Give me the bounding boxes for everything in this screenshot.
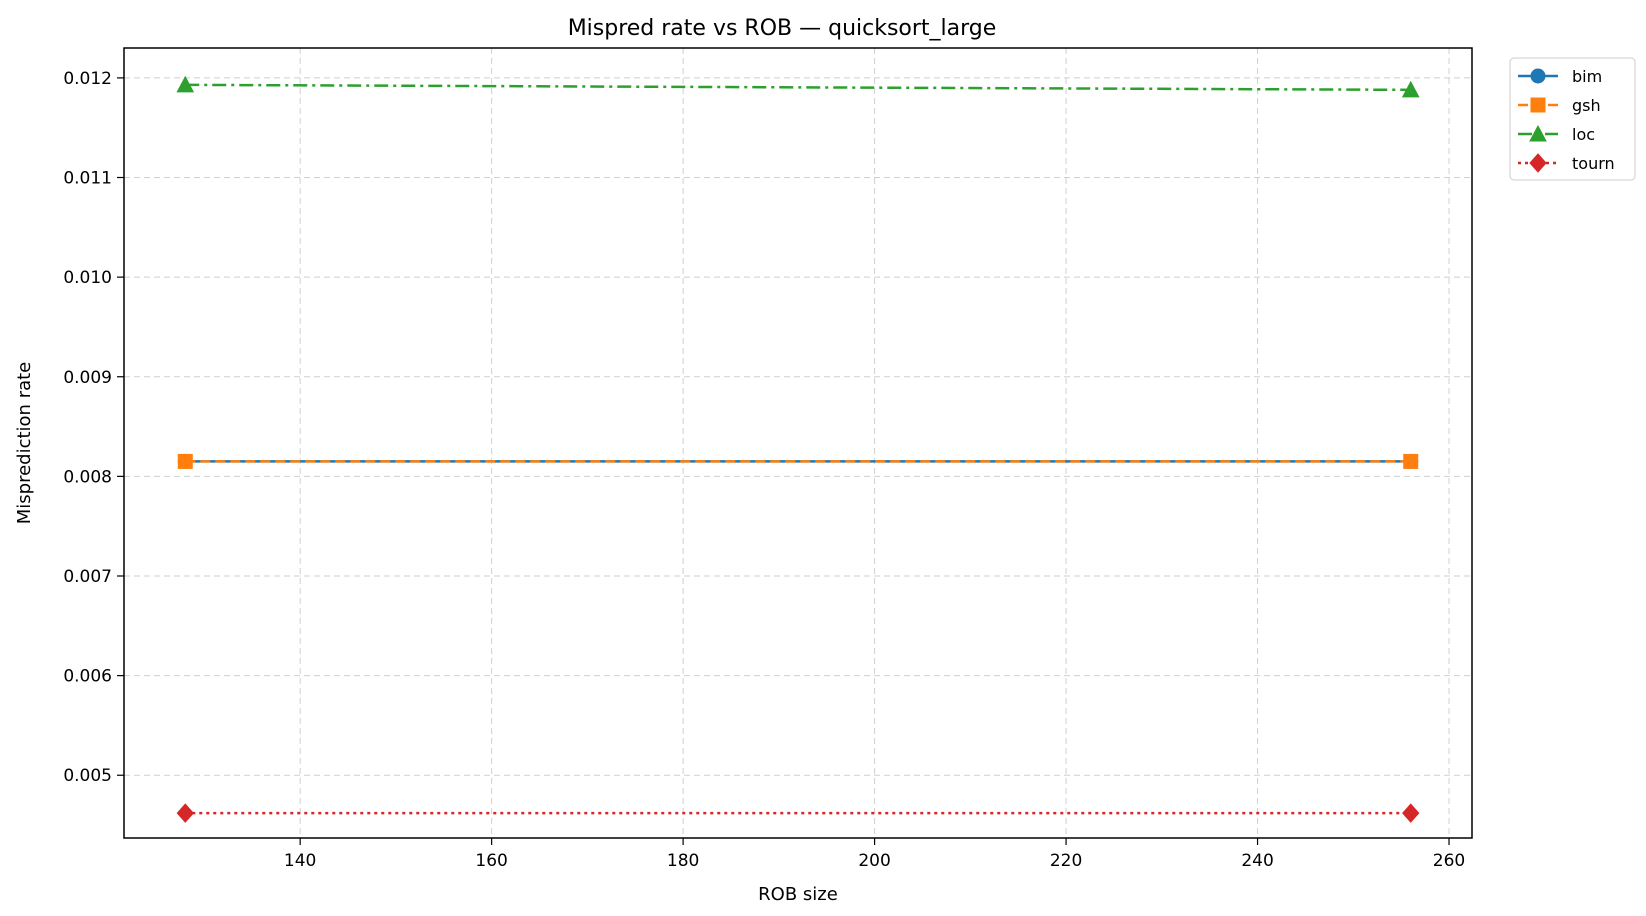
x-tick-label: 140 (284, 851, 316, 871)
x-tick-label: 180 (667, 851, 699, 871)
legend-entry-tourn: tourn (1518, 153, 1615, 173)
legend-marker-tourn (1529, 153, 1547, 173)
legend-entry-bim: bim (1518, 67, 1602, 86)
y-tick-label: 0.012 (63, 69, 112, 89)
chart-title: Mispred rate vs ROB — quicksort_large (568, 16, 997, 41)
legend-marker-bim (1530, 68, 1546, 84)
y-tick-label: 0.009 (63, 368, 112, 388)
legend-marker-gsh (1530, 97, 1546, 113)
y-tick-label: 0.006 (63, 667, 112, 687)
x-tick-label: 160 (475, 851, 507, 871)
x-tick-label: 240 (1241, 851, 1273, 871)
series-layer (176, 75, 1420, 823)
data-point-loc (1401, 80, 1420, 98)
y-axis-label: Misprediction rate (14, 362, 35, 525)
x-axis: 140 160 180 200 220 240 260 (284, 838, 1465, 871)
legend-entry-loc: loc (1518, 124, 1595, 144)
series-tourn (176, 803, 1420, 823)
x-axis-label: ROB size (758, 884, 838, 905)
y-tick-label: 0.007 (63, 567, 112, 587)
x-tick-label: 200 (858, 851, 890, 871)
legend-marker-loc (1529, 124, 1547, 142)
data-point-loc (176, 75, 195, 93)
y-tick-label: 0.005 (63, 766, 112, 786)
legend-label-tourn: tourn (1572, 154, 1615, 173)
legend-label-bim: bim (1572, 67, 1602, 86)
series-gsh (177, 453, 1419, 469)
y-tick-label: 0.010 (63, 268, 112, 288)
data-point-tourn (1402, 803, 1420, 823)
y-axis: 0.005 0.006 0.007 0.008 0.009 0.010 0.011 0.012 (63, 69, 124, 786)
data-point-gsh (177, 453, 193, 469)
legend-entry-gsh: gsh (1518, 96, 1601, 115)
x-tick-label: 260 (1433, 851, 1465, 871)
data-point-tourn (176, 803, 194, 823)
plot-area-frame (123, 47, 1473, 839)
legend-label-gsh: gsh (1572, 96, 1601, 115)
data-point-gsh (1403, 453, 1419, 469)
series-loc (176, 75, 1420, 98)
legend-label-loc: loc (1572, 125, 1595, 144)
x-tick-label: 220 (1050, 851, 1082, 871)
series-line-loc (185, 83, 1411, 92)
y-tick-label: 0.008 (63, 467, 112, 487)
grid (124, 48, 1472, 838)
series-bim (177, 453, 1419, 469)
legend-frame (1509, 57, 1636, 181)
legend: bim gsh loc tourn (1509, 57, 1636, 181)
y-tick-label: 0.011 (63, 169, 112, 189)
